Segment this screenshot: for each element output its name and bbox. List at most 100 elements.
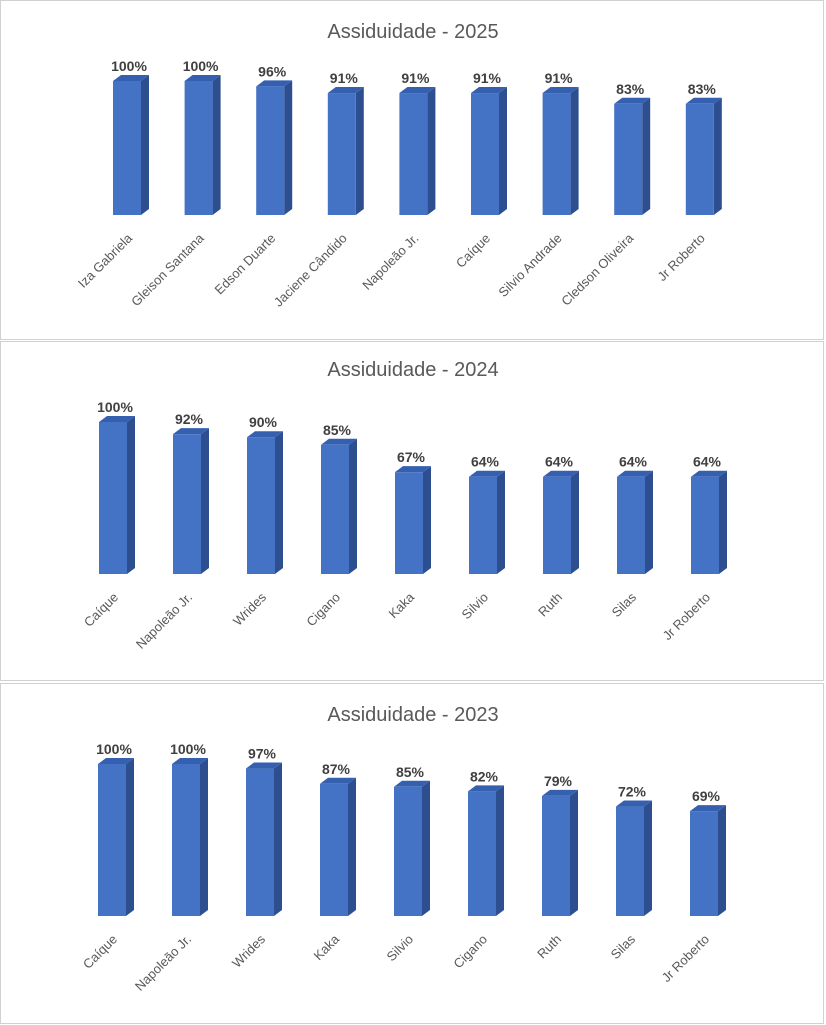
bar-side-face — [275, 431, 283, 574]
tick-label: Napoleão Jr. — [133, 590, 195, 652]
bar-side-face — [200, 758, 208, 916]
bar-side-face — [571, 470, 579, 574]
bar-top-face — [113, 75, 149, 81]
bar-front-face — [98, 764, 126, 916]
bar-side-face — [570, 789, 578, 916]
bar — [395, 466, 431, 574]
bar-front-face — [99, 422, 127, 574]
data-label: 90% — [249, 414, 278, 430]
bar-side-face — [274, 762, 282, 916]
tick-label: Edson Duarte — [211, 231, 278, 298]
bar-top-face — [327, 87, 364, 94]
data-label: 69% — [692, 788, 721, 804]
bar-front-face — [469, 476, 497, 574]
tick-label: Jr Roberto — [659, 932, 713, 986]
data-label: 85% — [323, 422, 352, 438]
bar-top-face — [616, 800, 652, 807]
bar-front-face — [172, 764, 200, 916]
bar-front-face — [327, 93, 356, 215]
bar — [468, 785, 504, 916]
bar-chart-2024: Assiduidade - 2024 100% Caíque 92% Napoleão… — [81, 359, 727, 652]
bar — [246, 762, 282, 916]
bar-front-face — [395, 472, 423, 574]
bar-front-face — [542, 93, 571, 215]
bar-front-face — [543, 476, 571, 574]
data-label: 91% — [401, 70, 430, 86]
bar — [542, 87, 579, 215]
bar — [320, 777, 356, 916]
tick-label: Napoleão Jr. — [359, 231, 421, 293]
tick-label: Wrides — [230, 589, 269, 628]
data-label: 87% — [322, 761, 351, 777]
bar — [321, 438, 357, 574]
bar — [98, 758, 134, 916]
chart-panel-2025: Assiduidade - 2025 100% Iza Gabriela 100% G… — [0, 0, 824, 340]
bar — [394, 780, 430, 916]
bar-front-face — [113, 81, 141, 215]
bar-top-face — [321, 438, 357, 445]
bar — [690, 805, 726, 916]
bar-top-face — [685, 97, 722, 104]
bar-front-face — [690, 811, 718, 916]
tick-label: Jr Roberto — [660, 590, 714, 644]
data-label: 64% — [471, 454, 500, 470]
bar-side-face — [348, 777, 356, 916]
bar-top-face — [690, 805, 726, 812]
bar-top-face — [247, 431, 283, 438]
bar-top-face — [469, 470, 505, 477]
tick-label: Wrides — [229, 931, 268, 970]
bar-top-face — [614, 97, 651, 104]
bar-side-face — [423, 466, 431, 574]
bar — [616, 800, 652, 916]
bar-top-face — [99, 416, 135, 422]
tick-label: Caíque — [453, 231, 493, 271]
data-label: 91% — [545, 70, 574, 86]
bar — [256, 80, 293, 215]
bar-top-face — [246, 762, 282, 769]
bar-chart-2023: Assiduidade - 2023 100% Caíque 100% Napoleã… — [80, 704, 726, 994]
tick-label: Jr Roberto — [654, 231, 708, 285]
chart-panel-2024: Assiduidade - 2024 100% Caíque 92% Napoleão… — [0, 341, 824, 681]
bar-top-face — [543, 470, 579, 477]
bar-side-face — [570, 87, 579, 215]
bar-top-face — [542, 789, 578, 796]
bar-side-face — [645, 470, 653, 574]
bar-front-face — [616, 806, 644, 916]
bar-front-face — [394, 786, 422, 916]
bar — [113, 75, 149, 215]
bar-side-face — [497, 470, 505, 574]
bar-top-face — [399, 87, 436, 94]
bar — [542, 789, 578, 916]
tick-label: Silvio Andrade — [495, 231, 564, 300]
bar-side-face — [141, 75, 149, 215]
bar-side-face — [496, 785, 504, 916]
tick-label: Napoleão Jr. — [132, 932, 194, 994]
bar-top-face — [542, 87, 579, 94]
bar-front-face — [614, 103, 643, 215]
tick-label: Caíque — [80, 932, 120, 972]
bar-top-face — [471, 87, 507, 94]
tick-label: Ruth — [534, 932, 564, 962]
bar — [184, 75, 221, 215]
data-label: 82% — [470, 768, 499, 784]
bar-chart-2025: Assiduidade - 2025 100% Iza Gabriela 100% G… — [75, 21, 722, 310]
bar-top-face — [256, 80, 293, 87]
bar-front-face — [685, 103, 714, 215]
chart-title: Assiduidade - 2025 — [327, 21, 498, 43]
data-label: 100% — [96, 741, 132, 757]
data-label: 67% — [397, 449, 426, 465]
bar-top-face — [172, 758, 208, 764]
tick-label: Silas — [609, 589, 640, 620]
bar-side-face — [644, 800, 652, 916]
tick-label: Jaciene Cândido — [271, 231, 350, 310]
data-label: 100% — [97, 399, 133, 415]
chart-title: Assiduidade - 2023 — [327, 704, 498, 726]
bar-front-face — [321, 444, 349, 574]
bar-side-face — [349, 438, 357, 574]
bar-top-face — [98, 758, 134, 764]
data-label: 83% — [616, 81, 645, 97]
bar — [327, 87, 364, 215]
data-label: 100% — [183, 58, 219, 74]
tick-label: Iza Gabriela — [75, 230, 136, 291]
bar-side-face — [422, 780, 430, 916]
